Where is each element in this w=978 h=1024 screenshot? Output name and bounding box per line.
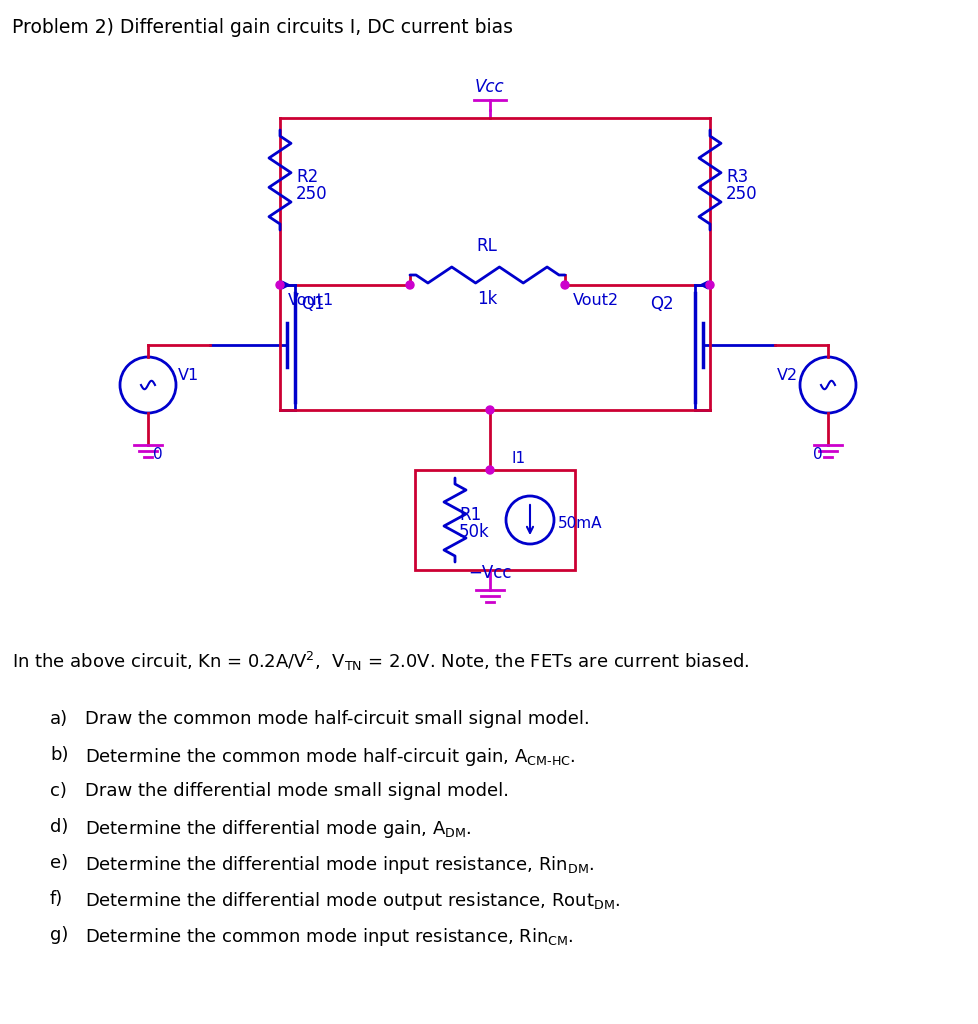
Text: 50mA: 50mA — [557, 516, 601, 531]
Text: 1k: 1k — [476, 290, 497, 308]
Text: Determine the differential mode output resistance, Rout$_{\rm DM}$.: Determine the differential mode output r… — [85, 890, 620, 912]
Text: R3: R3 — [726, 168, 747, 186]
Text: Draw the differential mode small signal model.: Draw the differential mode small signal … — [85, 782, 509, 800]
Text: In the above circuit, Kn = 0.2A/V$^2$,  V$_{\rm TN}$ = 2.0V. Note, the FETs are : In the above circuit, Kn = 0.2A/V$^2$, V… — [12, 650, 749, 673]
Text: R1: R1 — [459, 506, 481, 524]
Text: Problem 2) Differential gain circuits I, DC current bias: Problem 2) Differential gain circuits I,… — [12, 18, 512, 37]
Circle shape — [485, 466, 494, 474]
Text: Vcc: Vcc — [474, 78, 505, 96]
Text: Vout2: Vout2 — [572, 293, 618, 308]
Text: c): c) — [50, 782, 67, 800]
Text: V1: V1 — [178, 368, 200, 383]
Text: d): d) — [50, 818, 68, 836]
Text: Q2: Q2 — [649, 295, 673, 313]
Text: a): a) — [50, 710, 68, 728]
Text: 250: 250 — [726, 185, 757, 203]
Text: Determine the common mode input resistance, Rin$_{\rm CM}$.: Determine the common mode input resistan… — [85, 926, 573, 948]
Circle shape — [406, 281, 414, 289]
Text: 250: 250 — [295, 185, 328, 203]
Text: Draw the common mode half-circuit small signal model.: Draw the common mode half-circuit small … — [85, 710, 589, 728]
Text: V2: V2 — [777, 368, 797, 383]
Bar — [415, 470, 574, 570]
Text: RL: RL — [476, 237, 497, 255]
Text: 0: 0 — [813, 447, 822, 462]
Circle shape — [705, 281, 713, 289]
Circle shape — [276, 281, 284, 289]
Text: Q1: Q1 — [300, 295, 325, 313]
Circle shape — [485, 406, 494, 414]
Text: −Vcc: −Vcc — [467, 564, 511, 582]
Circle shape — [560, 281, 568, 289]
Text: Determine the differential mode gain, A$_{\rm DM}$.: Determine the differential mode gain, A$… — [85, 818, 471, 840]
Text: 0: 0 — [153, 447, 162, 462]
Text: b): b) — [50, 746, 68, 764]
Text: e): e) — [50, 854, 68, 872]
Text: Determine the differential mode input resistance, Rin$_{\rm DM}$.: Determine the differential mode input re… — [85, 854, 594, 876]
Text: Determine the common mode half-circuit gain, A$_{\rm CM\text{-}HC}$.: Determine the common mode half-circuit g… — [85, 746, 575, 768]
Text: R2: R2 — [295, 168, 318, 186]
Text: I1: I1 — [511, 451, 525, 466]
Text: g): g) — [50, 926, 68, 944]
Text: Vout1: Vout1 — [288, 293, 333, 308]
Text: 50k: 50k — [459, 523, 489, 541]
Text: f): f) — [50, 890, 64, 908]
